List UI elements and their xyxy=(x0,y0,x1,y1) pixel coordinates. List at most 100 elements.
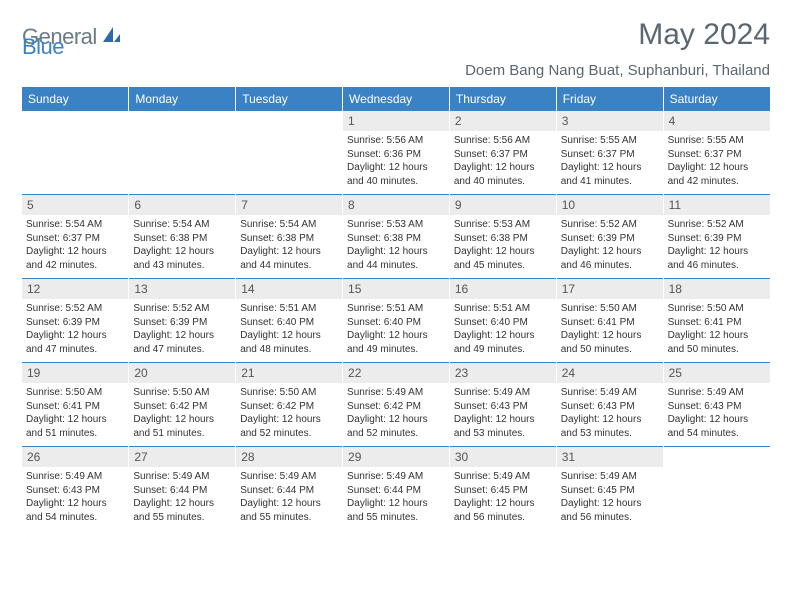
calendar-day: 12 Sunrise: 5:52 AMSunset: 6:39 PMDayligh… xyxy=(22,279,129,363)
dow-sunday: Sunday xyxy=(22,87,129,111)
day-info: Sunrise: 5:56 AMSunset: 6:37 PMDaylight:… xyxy=(454,134,552,188)
day-info: Sunrise: 5:52 AMSunset: 6:39 PMDaylight:… xyxy=(133,302,231,356)
day-number: 19 xyxy=(22,363,128,383)
location-subtitle: Doem Bang Nang Buat, Suphanburi, Thailan… xyxy=(22,62,770,79)
calendar-week: 1 Sunrise: 5:56 AMSunset: 6:36 PMDaylight… xyxy=(22,111,770,195)
calendar-day: 31 Sunrise: 5:49 AMSunset: 6:45 PMDayligh… xyxy=(556,447,663,530)
day-number: 7 xyxy=(236,195,342,215)
calendar-day: 15Sunrise: 5:51 AMSunset: 6:40 PMDayligh… xyxy=(343,279,450,363)
calendar-day: 26 Sunrise: 5:49 AMSunset: 6:43 PMDayligh… xyxy=(22,447,129,530)
calendar-day: 27 Sunrise: 5:49 AMSunset: 6:44 PMDayligh… xyxy=(129,447,236,530)
day-info: Sunrise: 5:51 AMSunset: 6:40 PMDaylight:… xyxy=(454,302,552,356)
calendar-day: 6 Sunrise: 5:54 AMSunset: 6:38 PMDaylight… xyxy=(129,195,236,279)
day-number: 25 xyxy=(664,363,770,383)
calendar-week: 5 Sunrise: 5:54 AMSunset: 6:37 PMDaylight… xyxy=(22,195,770,279)
day-info: Sunrise: 5:49 AMSunset: 6:43 PMDaylight:… xyxy=(561,386,659,440)
calendar-day-empty xyxy=(129,111,236,195)
calendar-day: 2Sunrise: 5:56 AMSunset: 6:37 PMDaylight… xyxy=(449,111,556,195)
day-info: Sunrise: 5:50 AMSunset: 6:41 PMDaylight:… xyxy=(668,302,766,356)
day-info: Sunrise: 5:55 AMSunset: 6:37 PMDaylight:… xyxy=(561,134,659,188)
day-number: 28 xyxy=(236,447,342,467)
day-info: Sunrise: 5:54 AMSunset: 6:37 PMDaylight:… xyxy=(26,218,124,272)
day-info: Sunrise: 5:54 AMSunset: 6:38 PMDaylight:… xyxy=(133,218,231,272)
calendar-day: 10 Sunrise: 5:52 AMSunset: 6:39 PMDayligh… xyxy=(556,195,663,279)
calendar-day: 23 Sunrise: 5:49 AMSunset: 6:43 PMDayligh… xyxy=(449,363,556,447)
dow-saturday: Saturday xyxy=(663,87,770,111)
calendar-day-empty xyxy=(236,111,343,195)
day-info: Sunrise: 5:50 AMSunset: 6:42 PMDaylight:… xyxy=(240,386,338,440)
calendar-day: 17 Sunrise: 5:50 AMSunset: 6:41 PMDayligh… xyxy=(556,279,663,363)
day-number: 1 xyxy=(343,111,449,131)
day-info: Sunrise: 5:56 AMSunset: 6:36 PMDaylight:… xyxy=(347,134,445,188)
day-number: 17 xyxy=(557,279,663,299)
calendar-table: Sunday Monday Tuesday Wednesday Thursday… xyxy=(22,87,770,530)
day-info: Sunrise: 5:49 AMSunset: 6:43 PMDaylight:… xyxy=(26,470,124,524)
day-info: Sunrise: 5:52 AMSunset: 6:39 PMDaylight:… xyxy=(668,218,766,272)
day-number: 9 xyxy=(450,195,556,215)
sail-icon xyxy=(101,25,121,50)
day-number: 26 xyxy=(22,447,128,467)
day-info: Sunrise: 5:50 AMSunset: 6:41 PMDaylight:… xyxy=(561,302,659,356)
day-info: Sunrise: 5:52 AMSunset: 6:39 PMDaylight:… xyxy=(561,218,659,272)
day-number: 23 xyxy=(450,363,556,383)
calendar-day: 1 Sunrise: 5:56 AMSunset: 6:36 PMDaylight… xyxy=(343,111,450,195)
calendar-day: 30Sunrise: 5:49 AMSunset: 6:45 PMDayligh… xyxy=(449,447,556,530)
calendar-week: 26 Sunrise: 5:49 AMSunset: 6:43 PMDayligh… xyxy=(22,447,770,530)
calendar-day: 22 Sunrise: 5:49 AMSunset: 6:42 PMDayligh… xyxy=(343,363,450,447)
calendar-day: 9 Sunrise: 5:53 AMSunset: 6:38 PMDaylight… xyxy=(449,195,556,279)
calendar-day: 4 Sunrise: 5:55 AMSunset: 6:37 PMDaylight… xyxy=(663,111,770,195)
day-number: 15 xyxy=(343,279,449,299)
calendar-day: 5 Sunrise: 5:54 AMSunset: 6:37 PMDaylight… xyxy=(22,195,129,279)
dow-friday: Friday xyxy=(556,87,663,111)
day-info: Sunrise: 5:50 AMSunset: 6:42 PMDaylight:… xyxy=(133,386,231,440)
brand-part2: Blue xyxy=(22,34,64,60)
day-number: 24 xyxy=(557,363,663,383)
calendar-day: 28Sunrise: 5:49 AMSunset: 6:44 PMDayligh… xyxy=(236,447,343,530)
dow-tuesday: Tuesday xyxy=(236,87,343,111)
day-info: Sunrise: 5:53 AMSunset: 6:38 PMDaylight:… xyxy=(347,218,445,272)
title-block: May 2024 xyxy=(638,18,770,52)
day-number: 16 xyxy=(450,279,556,299)
day-info: Sunrise: 5:51 AMSunset: 6:40 PMDaylight:… xyxy=(240,302,338,356)
calendar-day: 11 Sunrise: 5:52 AMSunset: 6:39 PMDayligh… xyxy=(663,195,770,279)
day-number: 10 xyxy=(557,195,663,215)
day-info: Sunrise: 5:49 AMSunset: 6:43 PMDaylight:… xyxy=(454,386,552,440)
calendar-week: 12Sunrise: 5:52 AMSunset: 6:39 PMDayligh… xyxy=(22,279,770,363)
day-number: 14 xyxy=(236,279,342,299)
day-of-week-row: Sunday Monday Tuesday Wednesday Thursday… xyxy=(22,87,770,111)
calendar-day: 20 Sunrise: 5:50 AMSunset: 6:42 PMDayligh… xyxy=(129,363,236,447)
calendar-day: 24 Sunrise: 5:49 AMSunset: 6:43 PMDayligh… xyxy=(556,363,663,447)
calendar-day: 21Sunrise: 5:50 AMSunset: 6:42 PMDayligh… xyxy=(236,363,343,447)
day-info: Sunrise: 5:49 AMSunset: 6:42 PMDaylight:… xyxy=(347,386,445,440)
day-info: Sunrise: 5:53 AMSunset: 6:38 PMDaylight:… xyxy=(454,218,552,272)
day-info: Sunrise: 5:55 AMSunset: 6:37 PMDaylight:… xyxy=(668,134,766,188)
day-number: 6 xyxy=(129,195,235,215)
calendar-week: 19Sunrise: 5:50 AMSunset: 6:41 PMDayligh… xyxy=(22,363,770,447)
day-number: 29 xyxy=(343,447,449,467)
day-number: 31 xyxy=(557,447,663,467)
calendar-day: 16 Sunrise: 5:51 AMSunset: 6:40 PMDayligh… xyxy=(449,279,556,363)
calendar-day: 29 Sunrise: 5:49 AMSunset: 6:44 PMDayligh… xyxy=(343,447,450,530)
day-number: 11 xyxy=(664,195,770,215)
calendar-day-empty xyxy=(663,447,770,530)
calendar-day: 3Sunrise: 5:55 AMSunset: 6:37 PMDaylight… xyxy=(556,111,663,195)
calendar-body: 1 Sunrise: 5:56 AMSunset: 6:36 PMDaylight… xyxy=(22,111,770,530)
day-number: 20 xyxy=(129,363,235,383)
day-info: Sunrise: 5:49 AMSunset: 6:43 PMDaylight:… xyxy=(668,386,766,440)
day-number: 22 xyxy=(343,363,449,383)
day-number: 12 xyxy=(22,279,128,299)
day-number: 27 xyxy=(129,447,235,467)
day-number: 4 xyxy=(664,111,770,131)
day-number: 5 xyxy=(22,195,128,215)
calendar-day: 14 Sunrise: 5:51 AMSunset: 6:40 PMDayligh… xyxy=(236,279,343,363)
calendar-day: 19Sunrise: 5:50 AMSunset: 6:41 PMDayligh… xyxy=(22,363,129,447)
calendar-day-empty xyxy=(22,111,129,195)
day-info: Sunrise: 5:52 AMSunset: 6:39 PMDaylight:… xyxy=(26,302,124,356)
dow-thursday: Thursday xyxy=(449,87,556,111)
day-number: 13 xyxy=(129,279,235,299)
day-number: 8 xyxy=(343,195,449,215)
day-info: Sunrise: 5:49 AMSunset: 6:45 PMDaylight:… xyxy=(561,470,659,524)
day-info: Sunrise: 5:49 AMSunset: 6:44 PMDaylight:… xyxy=(133,470,231,524)
calendar-day: 13 Sunrise: 5:52 AMSunset: 6:39 PMDayligh… xyxy=(129,279,236,363)
day-info: Sunrise: 5:49 AMSunset: 6:44 PMDaylight:… xyxy=(347,470,445,524)
